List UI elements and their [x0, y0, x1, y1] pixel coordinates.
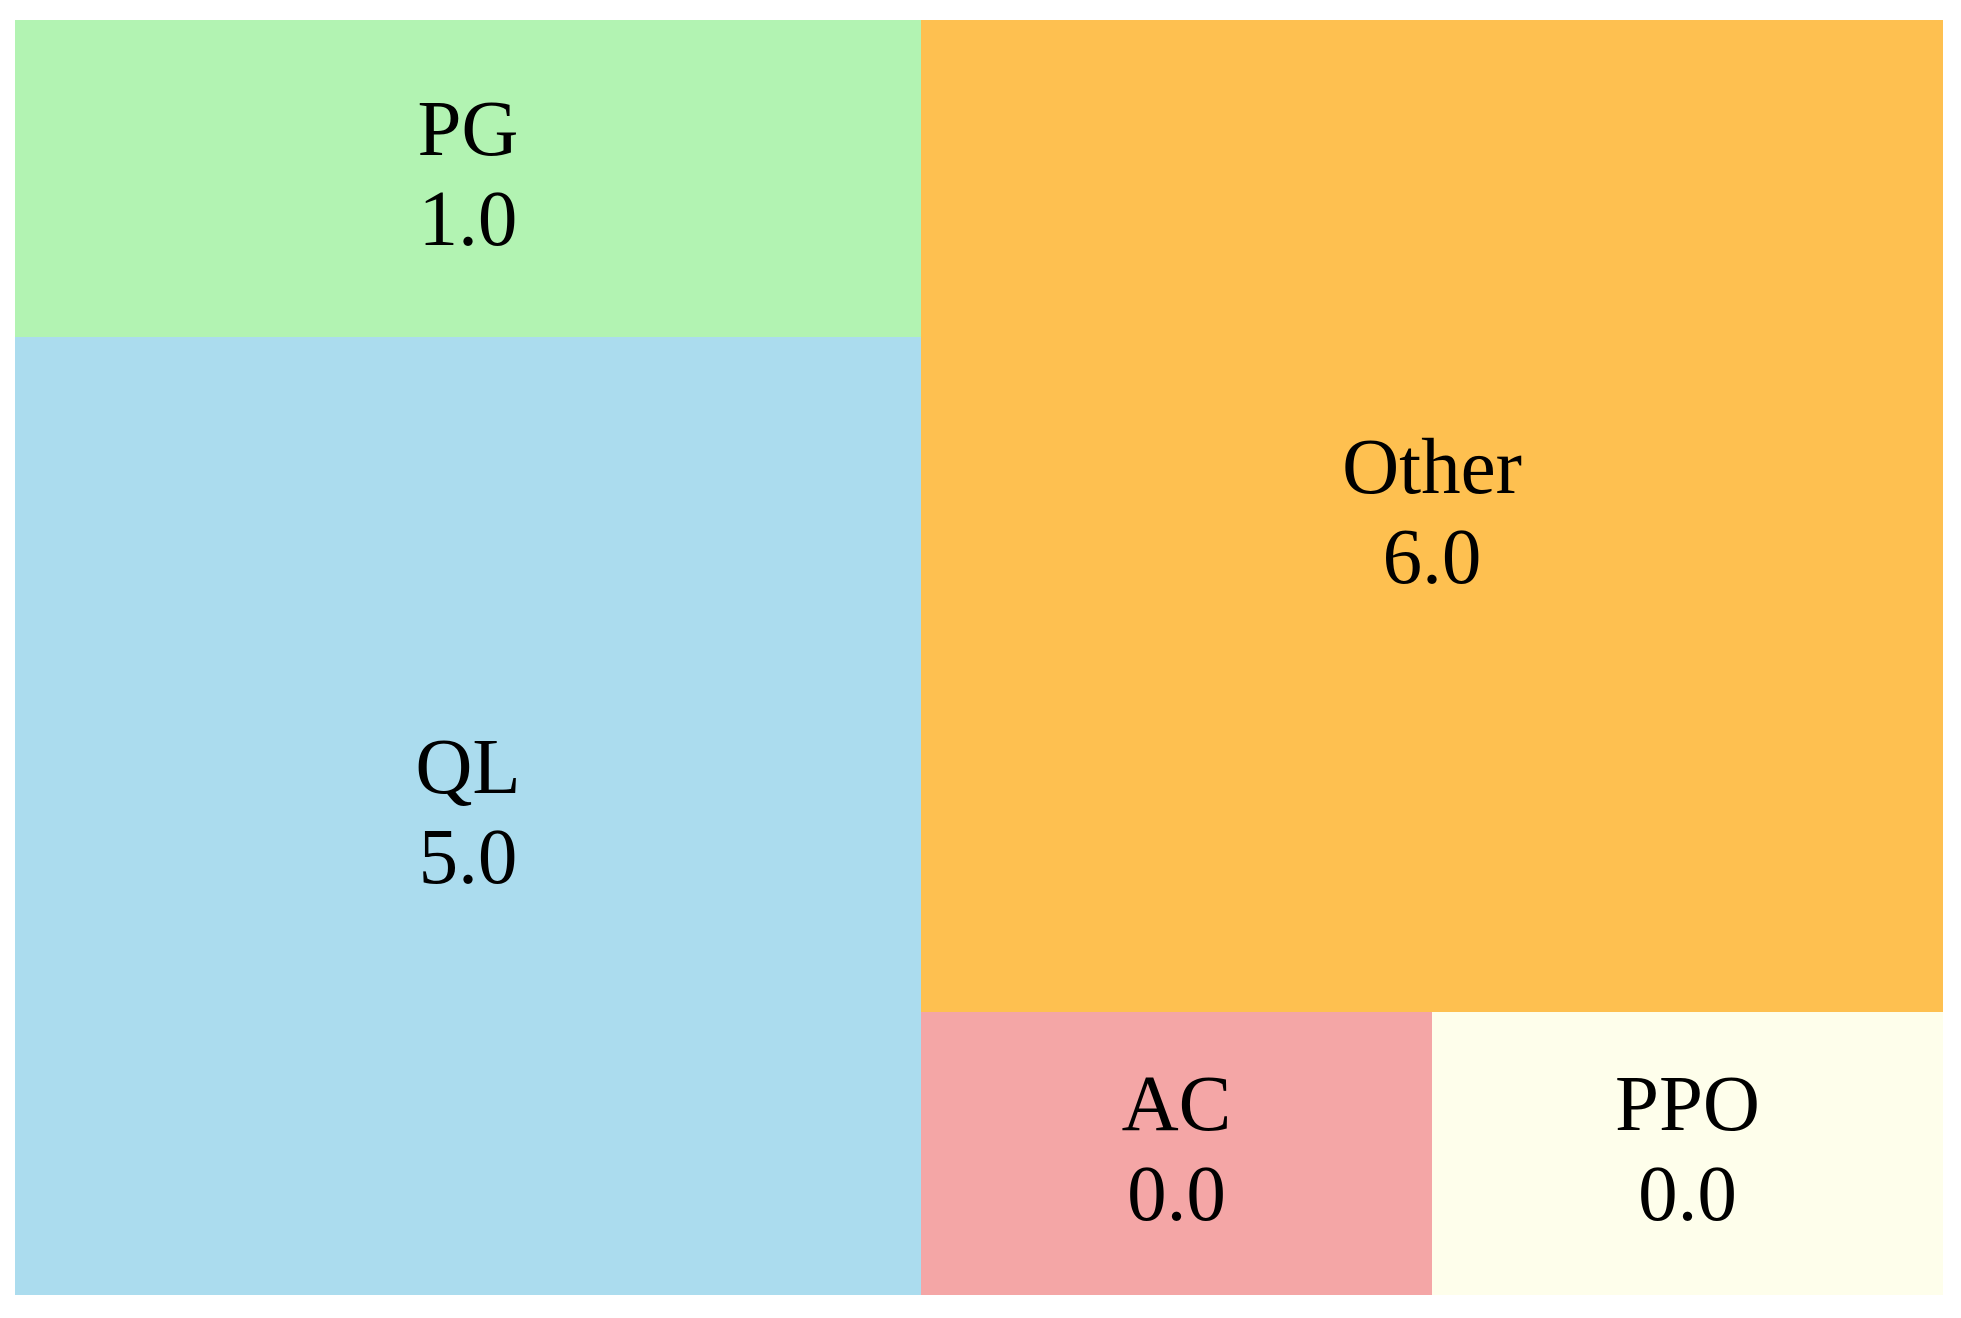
tile-other-value: 6.0 [1382, 513, 1482, 601]
tile-ac-value: 0.0 [1127, 1151, 1226, 1238]
tile-ql-label: QL [415, 723, 521, 811]
tile-other-label: Other [1342, 423, 1522, 511]
tile-other: Other 6.0 [921, 20, 1943, 1012]
tile-ql: QL 5.0 [15, 337, 921, 1295]
tile-pg: PG 1.0 [15, 20, 921, 337]
tile-pg-label: PG [417, 86, 519, 173]
tile-ac: AC 0.0 [921, 1012, 1432, 1295]
tile-ac-label: AC [1121, 1061, 1232, 1148]
tile-ppo: PPO 0.0 [1432, 1012, 1943, 1295]
tile-pg-value: 1.0 [418, 176, 518, 263]
tile-ql-value: 5.0 [418, 813, 518, 901]
tile-ppo-value: 0.0 [1638, 1151, 1737, 1238]
tile-ppo-label: PPO [1615, 1061, 1760, 1148]
